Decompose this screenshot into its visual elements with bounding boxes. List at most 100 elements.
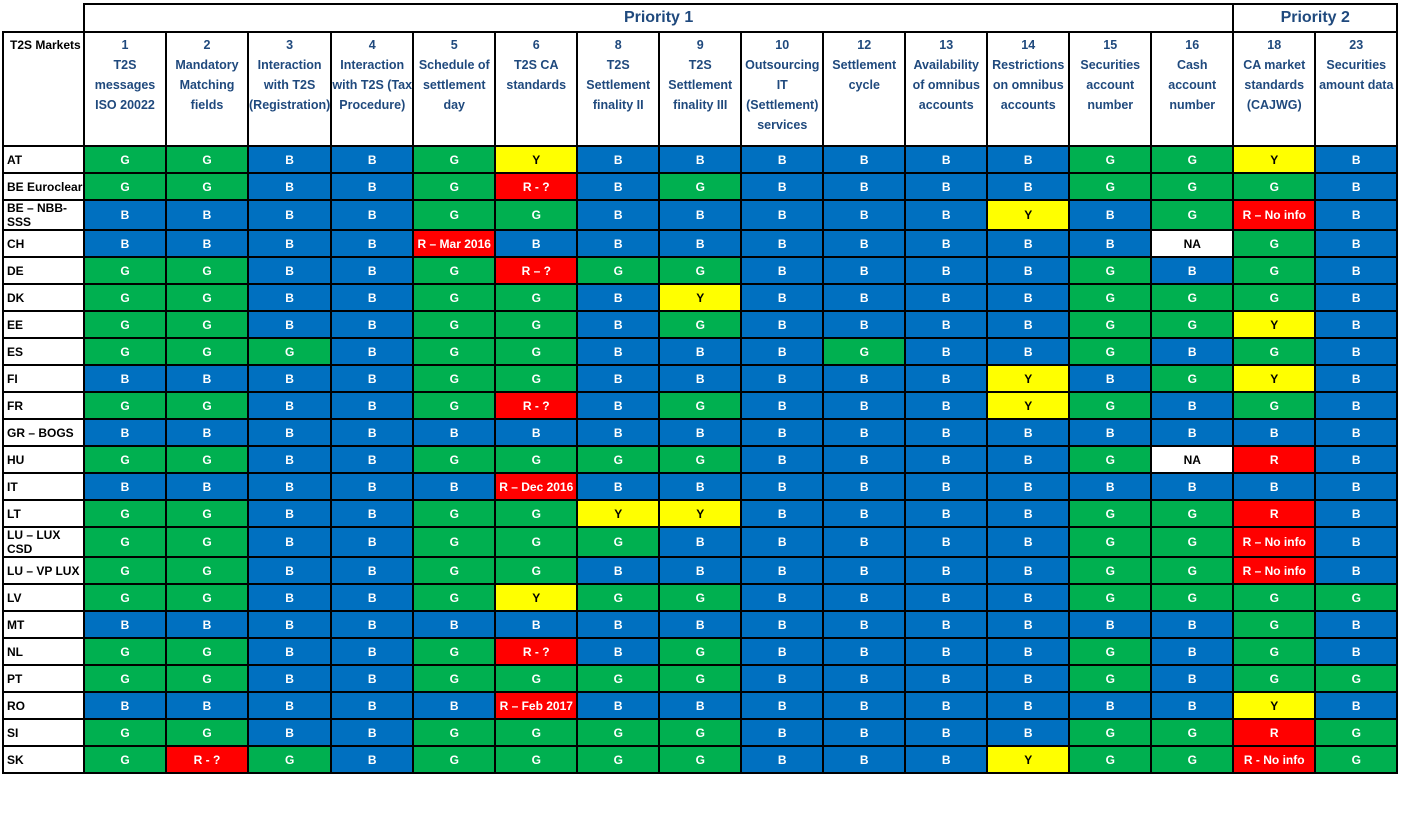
status-cell: B xyxy=(904,556,989,585)
status-cell: G xyxy=(1068,256,1153,285)
status-cell: B xyxy=(1314,391,1399,420)
status-cell: B xyxy=(576,364,661,393)
status-cell: G xyxy=(658,664,743,693)
status-cell: B xyxy=(658,472,743,501)
status-cell: G xyxy=(83,337,167,366)
status-cell: B xyxy=(822,391,907,420)
status-cell: B xyxy=(740,664,825,693)
status-cell: B xyxy=(1314,256,1399,285)
status-cell: B xyxy=(1150,256,1235,285)
status-cell: G xyxy=(83,499,167,528)
status-cell: B xyxy=(246,145,333,174)
status-cell: B xyxy=(740,445,825,474)
status-cell: B xyxy=(1068,418,1153,447)
column-header-1: 1 T2S messages ISO 20022 xyxy=(83,31,167,147)
status-cell: B xyxy=(83,610,167,639)
status-cell: Y xyxy=(986,199,1071,231)
status-cell: B xyxy=(246,526,333,558)
column-header-13: 13 Availability of omnibus accounts xyxy=(904,31,989,147)
table-row: EE G G B B G G B G B B B B G G Y B xyxy=(2,310,1399,339)
status-cell: B xyxy=(740,472,825,501)
status-cell: G xyxy=(494,499,579,528)
market-name: SI xyxy=(2,718,85,747)
status-cell: B xyxy=(576,229,661,258)
status-cell: B xyxy=(1150,637,1235,666)
status-cell: Y xyxy=(986,745,1071,774)
status-cell: B xyxy=(165,229,249,258)
status-cell: B xyxy=(986,145,1071,174)
status-cell: B xyxy=(822,745,907,774)
status-cell: G xyxy=(1068,664,1153,693)
status-cell: B xyxy=(986,526,1071,558)
status-cell: G xyxy=(1150,745,1235,774)
status-cell: B xyxy=(1068,229,1153,258)
status-cell: G xyxy=(412,526,497,558)
status-cell: B xyxy=(412,691,497,720)
column-number: 4 xyxy=(368,38,376,52)
status-cell: G xyxy=(165,283,249,312)
status-cell: B xyxy=(1068,472,1153,501)
status-cell: B xyxy=(822,556,907,585)
status-cell: B xyxy=(822,256,907,285)
column-label: Interaction with T2S (Tax Procedure) xyxy=(332,58,413,112)
status-cell: G xyxy=(412,499,497,528)
market-name: EE xyxy=(2,310,85,339)
status-cell: B xyxy=(1314,229,1399,258)
status-cell: G xyxy=(1232,583,1317,612)
status-cell: B xyxy=(246,637,333,666)
status-cell: G xyxy=(83,172,167,201)
status-cell: Y xyxy=(1232,691,1317,720)
status-cell: B xyxy=(494,418,579,447)
status-cell: R – No info xyxy=(1232,199,1317,231)
market-name: BE Euroclear xyxy=(2,172,85,201)
status-cell: B xyxy=(904,691,989,720)
status-cell: B xyxy=(1314,499,1399,528)
status-cell: G xyxy=(1232,391,1317,420)
status-cell: G xyxy=(83,745,167,774)
status-cell: G xyxy=(576,664,661,693)
status-cell: G xyxy=(165,556,249,585)
status-cell: B xyxy=(165,364,249,393)
status-cell: G xyxy=(412,283,497,312)
table-row: BE – NBB-SSS B B B B G G B B B B B Y B G R – No info B xyxy=(2,199,1399,231)
status-cell: B xyxy=(246,283,333,312)
status-cell: B xyxy=(904,172,989,201)
status-cell: B xyxy=(1232,472,1317,501)
status-cell: B xyxy=(246,391,333,420)
status-cell: G xyxy=(83,391,167,420)
t2s-status-matrix: Priority 1 Priority 2 T2S Markets 1 T2S m… xyxy=(2,3,1399,774)
status-cell: G xyxy=(1150,145,1235,174)
status-cell: B xyxy=(904,145,989,174)
status-cell: B xyxy=(740,172,825,201)
status-cell: G xyxy=(1068,637,1153,666)
status-cell: G xyxy=(83,718,167,747)
status-cell: B xyxy=(822,664,907,693)
column-label: Interaction with T2S (Registration) xyxy=(249,58,331,112)
status-cell: R - ? xyxy=(165,745,249,774)
status-cell: G xyxy=(165,172,249,201)
column-label: T2S Settlement finality II xyxy=(586,58,651,112)
status-cell: R - ? xyxy=(494,172,579,201)
status-cell: B xyxy=(658,145,743,174)
status-cell: G xyxy=(1150,199,1235,231)
column-header-6: 6 T2S CA standards xyxy=(494,31,579,147)
priority-2-header: Priority 2 xyxy=(1232,3,1399,33)
status-cell: B xyxy=(330,145,415,174)
status-cell: B xyxy=(576,199,661,231)
status-cell: G xyxy=(658,310,743,339)
column-label: Cash account number xyxy=(1168,58,1217,112)
table-row: AT G G B B G Y B B B B B B G G Y B xyxy=(2,145,1399,174)
priority-1-header: Priority 1 xyxy=(82,3,1235,33)
status-cell: G xyxy=(1314,583,1399,612)
status-cell: G xyxy=(1232,637,1317,666)
status-cell: B xyxy=(658,229,743,258)
status-cell: B xyxy=(740,310,825,339)
status-cell: R - ? xyxy=(494,391,579,420)
status-cell: B xyxy=(246,583,333,612)
status-cell: G xyxy=(1068,583,1153,612)
column-number: 8 xyxy=(614,38,622,52)
status-cell: B xyxy=(1150,418,1235,447)
status-cell: R – Mar 2016 xyxy=(412,229,497,258)
status-cell: G xyxy=(494,199,579,231)
status-cell: G xyxy=(165,337,249,366)
